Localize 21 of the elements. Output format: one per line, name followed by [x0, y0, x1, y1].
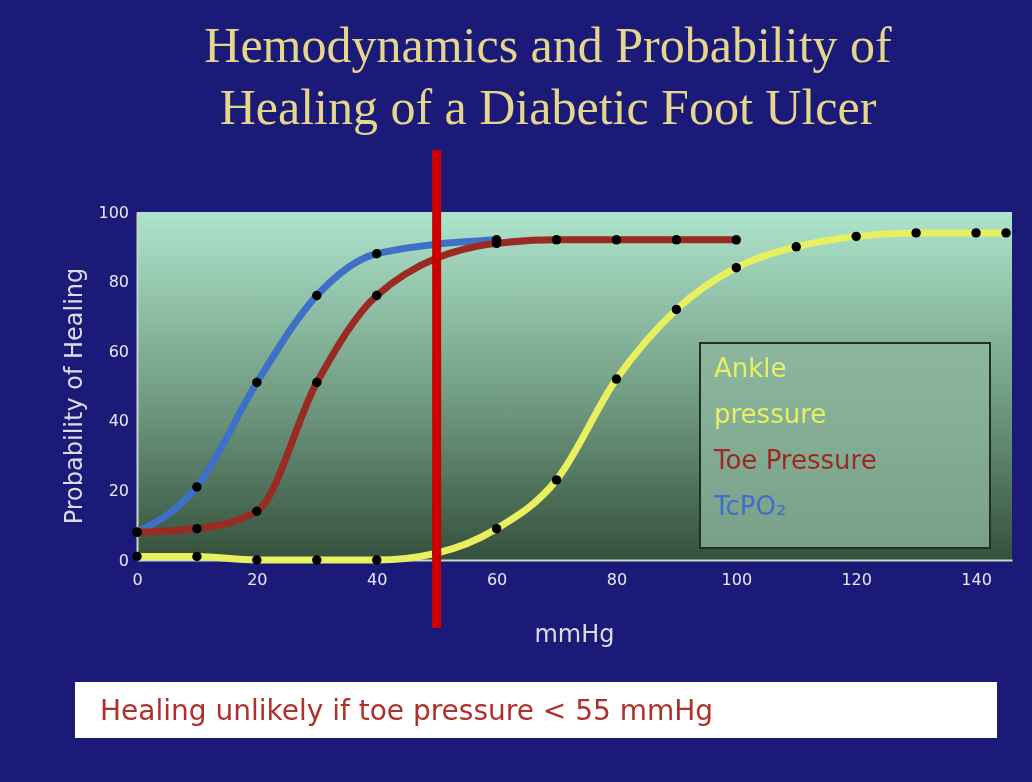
- x-tick-label: 100: [721, 570, 753, 590]
- y-tick-label: 40: [108, 411, 129, 431]
- x-tick-label: 120: [841, 570, 872, 590]
- x-tick-label: 40: [367, 570, 388, 590]
- x-tick-label: 140: [961, 570, 992, 590]
- chart-title: Hemodynamics and Probability of Healing of a Diabetic Foot Ulcer: [204, 17, 893, 135]
- y-tick-label: 0: [118, 550, 129, 570]
- text: Ankle pressure: [714, 353, 827, 429]
- y-axis-title: Probability of Healing: [60, 267, 88, 525]
- text: TcPO₂: [713, 491, 787, 521]
- text: Toe Pressure: [713, 445, 877, 475]
- y-tick-label: 20: [108, 481, 129, 501]
- y-tick-label: 60: [108, 341, 129, 361]
- x-tick-label: 60: [486, 570, 508, 590]
- y-tick-label: 100: [98, 202, 129, 222]
- x-axis-title: mmHg: [534, 620, 615, 648]
- x-tick-label: 20: [247, 570, 268, 590]
- text: Healing unlikely if toe pressure < 55 mmHg: [100, 694, 714, 727]
- x-tick-label: 80: [606, 570, 628, 590]
- x-tick-label: 0: [132, 570, 143, 590]
- y-tick-label: 80: [108, 272, 129, 292]
